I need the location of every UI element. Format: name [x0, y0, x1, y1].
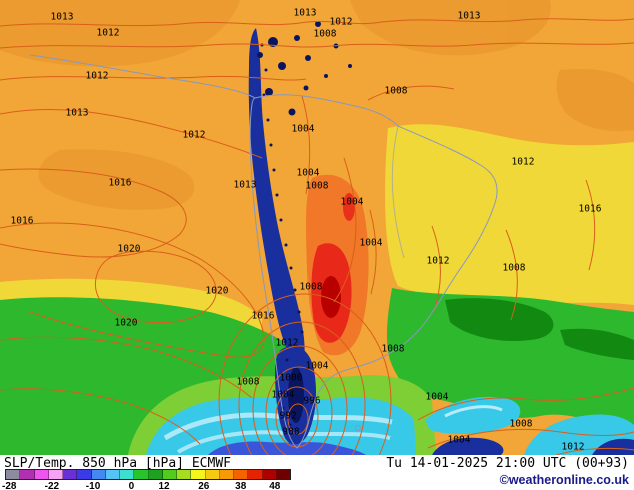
legend-color-segment — [48, 470, 63, 479]
product-label: SLP/Temp. 850 hPa [hPa] ECMWF — [4, 456, 231, 471]
map-graphic — [0, 0, 634, 455]
legend-tick-label: -10 — [85, 481, 101, 490]
legend-color-segment — [34, 470, 49, 479]
heat-spot-north — [343, 193, 355, 221]
legend-color-segment — [262, 470, 277, 479]
legend-color-segment — [63, 470, 78, 479]
legend-color-segment — [162, 470, 177, 479]
coastlines — [29, 54, 498, 449]
legend-color-segment — [134, 470, 149, 479]
legend-color-segment — [148, 470, 163, 479]
legend-color-segment — [234, 470, 249, 479]
legend-color-segment — [77, 470, 92, 479]
isobar-contours — [0, 18, 634, 455]
footer-bar: SLP/Temp. 850 hPa [hPa] ECMWF Tu 14-01-2… — [0, 455, 634, 490]
legend-color-segment — [20, 470, 35, 479]
legend-tick-label: 48 — [269, 481, 281, 490]
cold-patches-southeast — [425, 396, 634, 455]
legend-color-segment — [105, 470, 120, 479]
datetime-label: Tu 14-01-2025 21:00 UTC (00+93) — [386, 456, 629, 471]
low-pressure-contours — [218, 293, 392, 455]
legend-tick-label: -28 — [2, 481, 17, 490]
warm-orange-patches — [0, 0, 634, 210]
legend-color-segment — [6, 470, 21, 479]
legend-color-segment — [276, 470, 290, 479]
legend-tick-label: 0 — [128, 481, 135, 490]
heat-region — [306, 174, 369, 356]
legend-ticks: -28 -22 -10 0 12 26 38 48 — [2, 481, 289, 490]
highland-cold-speckles — [257, 21, 352, 427]
legend-tick-label: 38 — [235, 481, 247, 490]
legend-color-segment — [191, 470, 206, 479]
legend-color-segment — [177, 470, 192, 479]
cold-band-blue — [208, 441, 366, 455]
central-america-coastline — [29, 54, 256, 99]
map-area: 1013 1012 1013 1012 1008 1013 1012 1008 1013 1012… — [0, 0, 634, 455]
legend-color-segment — [91, 470, 106, 479]
falkland-islands-outline — [355, 425, 361, 431]
legend-color-segment — [248, 470, 263, 479]
cold-streak-1 — [163, 412, 393, 441]
legend-tick-label: 26 — [198, 481, 210, 490]
legend-color-segment — [205, 470, 220, 479]
legend-color-segment — [219, 470, 234, 479]
legend-color-segment — [120, 470, 135, 479]
inland-border — [391, 125, 405, 259]
temperature-legend: -28 -22 -10 0 12 26 38 48 — [2, 469, 291, 490]
legend-tick-label: 12 — [158, 481, 170, 490]
copyright-link[interactable]: ©weatheronline.co.uk — [499, 473, 629, 487]
legend-colorbar — [5, 469, 291, 480]
south-america-coastline — [249, 94, 498, 449]
heat-core-max — [321, 276, 341, 318]
legend-tick-label: -22 — [44, 481, 60, 490]
